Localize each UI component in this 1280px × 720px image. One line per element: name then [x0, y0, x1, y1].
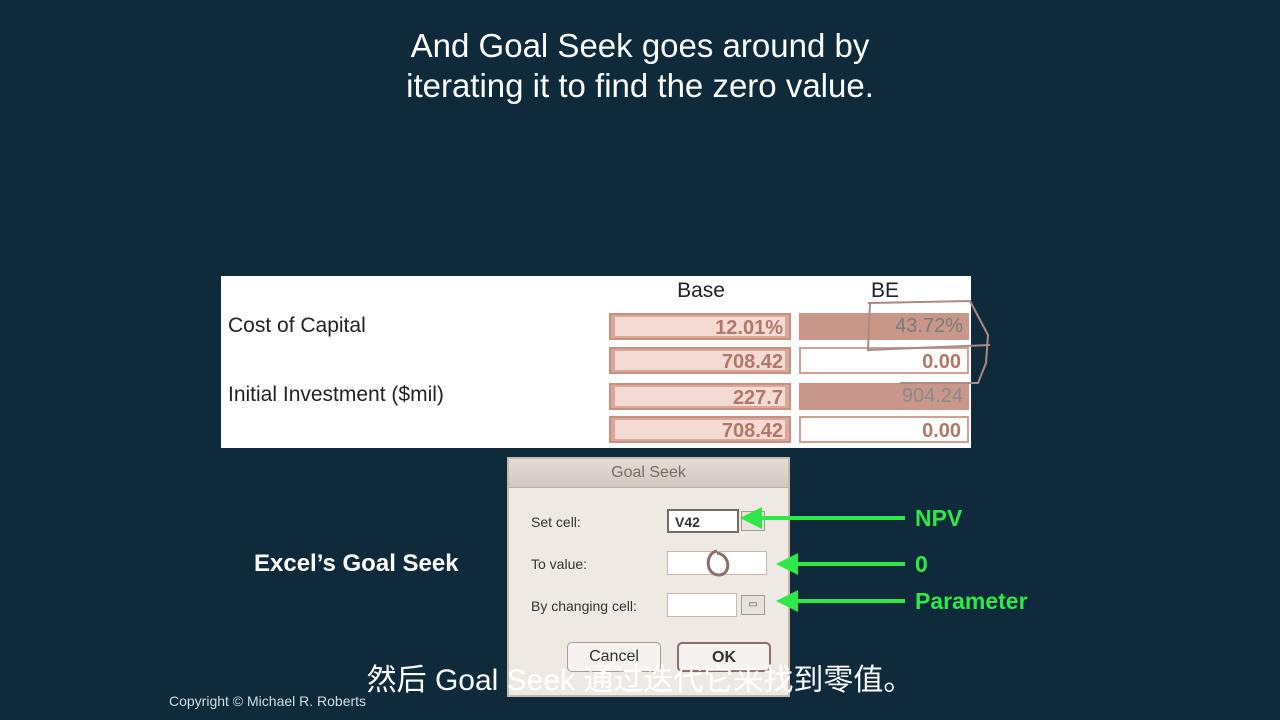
cell-base-initial-investment: 227.7 — [609, 383, 791, 410]
cell-be-npv-2: 0.00 — [799, 416, 969, 443]
by-changing-cell-label: By changing cell: — [531, 598, 637, 614]
to-value-label: To value: — [531, 556, 588, 572]
npv-annotation: NPV — [915, 505, 963, 531]
cell-base-npv-2: 708.42 — [609, 416, 791, 443]
parameter-annotation: Parameter — [915, 588, 1028, 614]
column-header-be: BE — [870, 279, 899, 302]
goal-seek-dialog: Goal Seek Set cell: V42 ▭ To value: By c… — [507, 457, 790, 697]
slide-title-line-2: iterating it to find the zero value. — [406, 67, 874, 104]
cell-base-cost-of-capital: 12.01% — [609, 313, 791, 340]
slide-title: And Goal Seek goes around by iterating i… — [0, 26, 1280, 106]
copyright-notice: Copyright © Michael R. Roberts — [169, 693, 367, 709]
cell-be-initial-investment: 904.24 — [799, 383, 969, 410]
cell-be-cost-of-capital: 43.72% — [799, 313, 969, 340]
row-label-cost-of-capital: Cost of Capital — [228, 314, 366, 337]
spreadsheet-snippet: Base BE Cost of Capital Initial Investme… — [221, 276, 971, 448]
column-header-base: Base — [677, 279, 725, 302]
cell-base-npv-1: 708.42 — [609, 347, 791, 374]
excel-goal-seek-label: Excel’s Goal Seek — [254, 550, 459, 577]
zero-annotation: 0 — [915, 551, 928, 577]
by-changing-picker-icon[interactable]: ▭ — [741, 595, 765, 615]
set-cell-input[interactable]: V42 — [667, 509, 739, 533]
to-value-input[interactable] — [667, 551, 767, 575]
ok-button[interactable]: OK — [677, 642, 771, 672]
subtitle-caption: 然后 Goal Seek 通过迭代它来找到零值。 — [366, 664, 914, 697]
by-changing-cell-input[interactable] — [667, 593, 737, 617]
row-label-initial-investment: Initial Investment ($mil) — [228, 383, 444, 406]
cancel-button[interactable]: Cancel — [567, 642, 661, 672]
cell-be-npv-1: 0.00 — [799, 347, 969, 374]
set-cell-label: Set cell: — [531, 514, 581, 530]
slide-title-line-1: And Goal Seek goes around by — [410, 27, 870, 64]
set-cell-picker-icon[interactable]: ▭ — [741, 511, 765, 531]
dialog-title: Goal Seek — [509, 459, 788, 488]
